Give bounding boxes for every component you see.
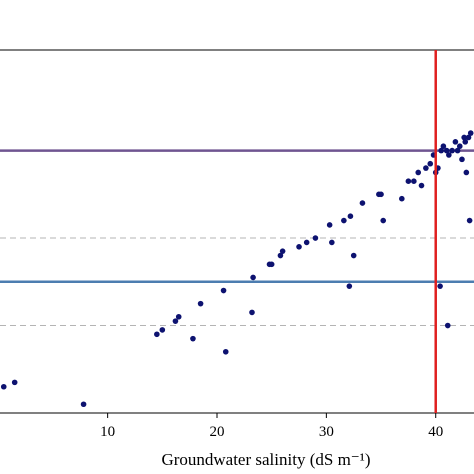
data-point (175, 313, 182, 320)
data-point (440, 143, 447, 150)
axes-frame (0, 49, 474, 414)
data-point (452, 139, 459, 145)
data-point (418, 182, 425, 189)
data-point (449, 147, 455, 154)
data-point (380, 217, 387, 224)
data-point (415, 169, 422, 176)
data-point (326, 222, 333, 228)
data-point (399, 195, 405, 202)
data-point (443, 147, 450, 154)
data-point (329, 239, 335, 246)
x-tick-label: 10 (100, 424, 115, 440)
data-point (159, 327, 166, 333)
data-point (466, 217, 473, 224)
data-point (423, 165, 429, 171)
x-tick-label: 30 (319, 424, 334, 440)
data-points (0, 50, 474, 413)
data-point (268, 261, 275, 268)
data-point (80, 401, 87, 408)
data-point (462, 139, 469, 145)
data-point (303, 239, 310, 246)
data-point (411, 178, 417, 185)
data-point (427, 160, 434, 167)
data-point (378, 191, 384, 198)
data-point (454, 147, 461, 154)
data-point (467, 130, 474, 136)
data-point (296, 244, 302, 250)
data-point (446, 152, 452, 158)
x-axis-ticks: 10 20 30 40 (100, 413, 443, 440)
data-point (437, 283, 443, 289)
data-point (346, 283, 353, 289)
data-point (359, 200, 366, 206)
data-point (11, 379, 18, 386)
data-point (172, 318, 179, 324)
data-point (190, 335, 196, 342)
data-point (461, 134, 467, 141)
data-point (277, 252, 284, 259)
data-point (197, 300, 204, 307)
data-point (220, 287, 227, 294)
data-point (249, 309, 255, 316)
data-point (465, 134, 472, 141)
x-tick-label: 20 (210, 424, 225, 440)
data-point (154, 331, 160, 338)
data-point (0, 383, 7, 390)
reference-lines (0, 149, 474, 327)
data-point (341, 217, 347, 224)
data-point (463, 169, 470, 176)
x-axis-title: Groundwater salinity (dS m⁻¹) (161, 450, 370, 469)
data-point (444, 322, 451, 329)
data-point (350, 252, 357, 259)
data-point (456, 143, 463, 150)
data-point (459, 156, 465, 163)
data-point (279, 248, 286, 254)
data-point (438, 147, 444, 154)
data-point (347, 213, 354, 219)
data-point (222, 348, 229, 355)
data-point (405, 178, 412, 185)
data-point (250, 274, 256, 281)
x-tick-label: 40 (428, 424, 443, 440)
data-point (312, 235, 319, 241)
